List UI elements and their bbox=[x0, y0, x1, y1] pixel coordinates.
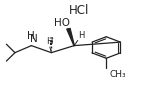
Text: H: H bbox=[27, 31, 35, 41]
Text: HO: HO bbox=[54, 18, 70, 28]
Text: N: N bbox=[30, 34, 38, 44]
Text: HCl: HCl bbox=[69, 4, 89, 17]
Polygon shape bbox=[67, 28, 74, 46]
Text: H: H bbox=[46, 37, 52, 46]
Text: CH₃: CH₃ bbox=[110, 70, 126, 79]
Text: H: H bbox=[78, 31, 85, 40]
